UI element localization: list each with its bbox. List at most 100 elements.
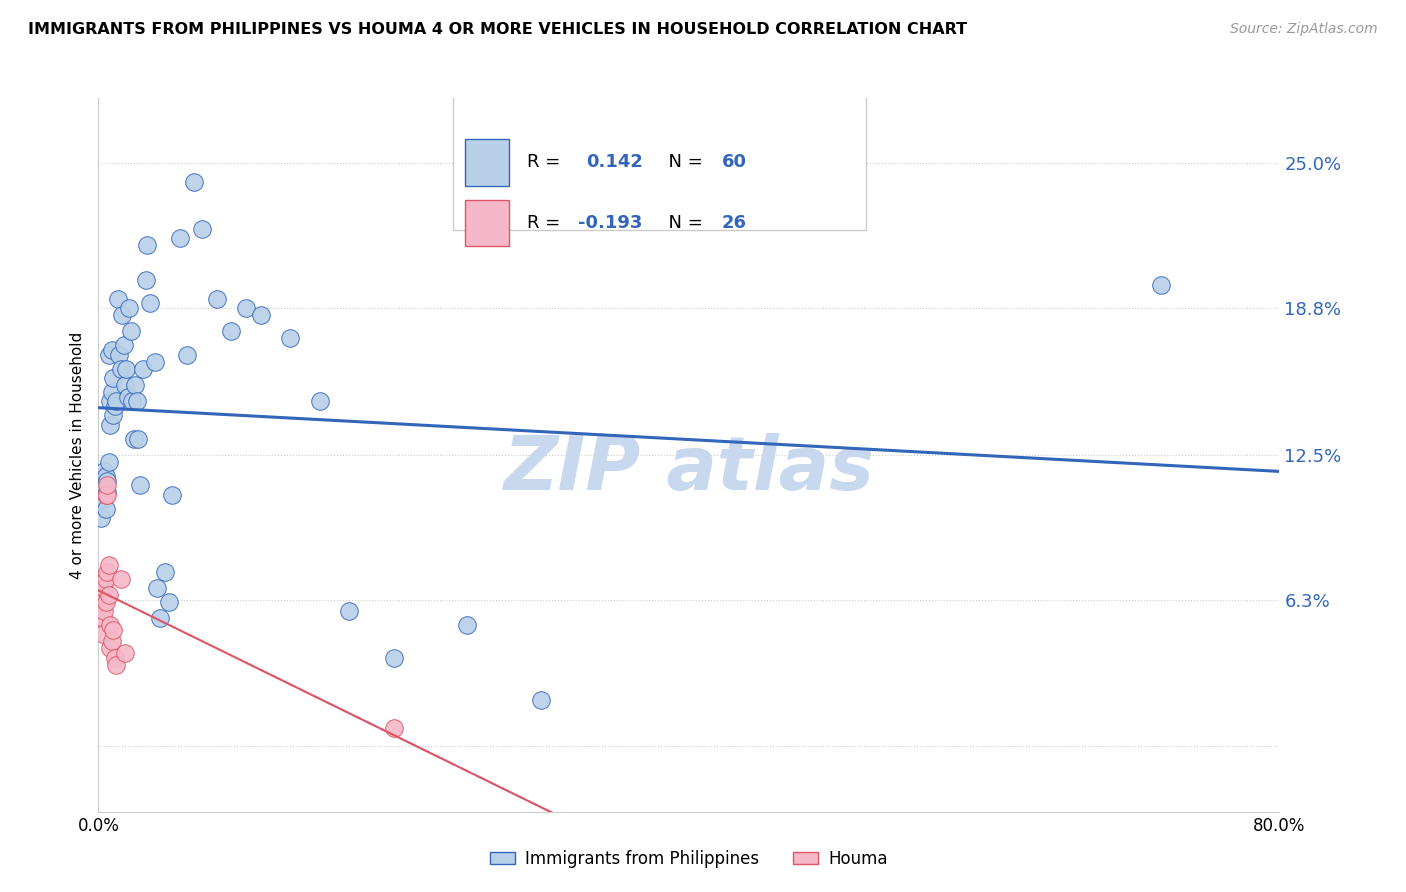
Point <box>107 292 129 306</box>
Point <box>530 693 553 707</box>
Point <box>1150 277 1173 292</box>
Point <box>105 657 128 672</box>
Point <box>127 432 149 446</box>
Point <box>110 572 132 586</box>
Point <box>93 464 115 478</box>
Point <box>91 611 114 625</box>
Point <box>96 474 118 488</box>
Point <box>121 394 143 409</box>
Point <box>219 324 242 338</box>
Point <box>100 384 122 399</box>
Text: 60: 60 <box>723 153 747 171</box>
FancyBboxPatch shape <box>464 200 509 246</box>
Point <box>176 348 198 362</box>
Point <box>128 478 150 492</box>
Text: R =: R = <box>527 214 567 232</box>
Point <box>125 394 148 409</box>
Point <box>98 417 121 432</box>
Point <box>103 371 125 385</box>
Point <box>104 650 127 665</box>
Point <box>93 604 115 618</box>
Point <box>250 308 273 322</box>
Point <box>97 558 120 572</box>
Point <box>97 455 120 469</box>
Point <box>278 331 302 345</box>
Text: 0.142: 0.142 <box>586 153 643 171</box>
Point <box>132 361 155 376</box>
Point <box>309 394 332 409</box>
Point <box>94 469 117 483</box>
Point <box>91 627 114 641</box>
Point <box>143 354 166 368</box>
Point <box>162 487 183 501</box>
Point <box>149 611 172 625</box>
Point <box>103 623 125 637</box>
Point <box>136 238 159 252</box>
Point <box>139 296 162 310</box>
Point <box>93 492 115 507</box>
Point <box>382 721 405 735</box>
Point <box>89 572 111 586</box>
Point <box>90 576 112 591</box>
Text: Source: ZipAtlas.com: Source: ZipAtlas.com <box>1230 22 1378 37</box>
Text: N =: N = <box>657 214 709 232</box>
Point <box>100 343 122 357</box>
Point <box>97 588 120 602</box>
Point <box>157 595 180 609</box>
Point <box>104 399 127 413</box>
Point <box>96 487 118 501</box>
Point <box>191 221 214 235</box>
Text: 26: 26 <box>723 214 747 232</box>
Point <box>456 618 478 632</box>
Point <box>94 487 117 501</box>
Point <box>117 390 139 404</box>
Point <box>96 565 118 579</box>
Point <box>105 394 128 409</box>
Point <box>89 475 111 490</box>
Text: R =: R = <box>527 153 572 171</box>
Point <box>94 501 117 516</box>
Text: ZIP atlas: ZIP atlas <box>503 433 875 506</box>
Point <box>169 231 191 245</box>
Point <box>382 650 405 665</box>
Point <box>89 588 111 602</box>
Point <box>97 348 120 362</box>
Point <box>135 273 157 287</box>
Point <box>93 581 115 595</box>
Point <box>124 378 146 392</box>
Point <box>90 511 112 525</box>
Point <box>118 301 141 315</box>
Point <box>96 485 118 500</box>
Point <box>111 308 134 322</box>
Point <box>114 378 136 392</box>
Point <box>91 483 114 497</box>
Point <box>94 572 117 586</box>
FancyBboxPatch shape <box>453 95 866 230</box>
Point <box>146 581 169 595</box>
Text: N =: N = <box>657 153 709 171</box>
Point <box>91 581 114 595</box>
Point <box>122 432 145 446</box>
Text: IMMIGRANTS FROM PHILIPPINES VS HOUMA 4 OR MORE VEHICLES IN HOUSEHOLD CORRELATION: IMMIGRANTS FROM PHILIPPINES VS HOUMA 4 O… <box>28 22 967 37</box>
Point <box>153 565 176 579</box>
Point <box>205 292 228 306</box>
Text: -0.193: -0.193 <box>578 214 643 232</box>
Point <box>103 409 125 423</box>
FancyBboxPatch shape <box>464 139 509 186</box>
Point <box>108 348 131 362</box>
Point <box>98 618 121 632</box>
Point <box>98 641 121 656</box>
Point <box>115 361 138 376</box>
Point <box>94 595 117 609</box>
Legend: Immigrants from Philippines, Houma: Immigrants from Philippines, Houma <box>484 844 894 875</box>
Point <box>235 301 257 315</box>
Point <box>96 478 118 492</box>
Point <box>112 338 135 352</box>
Point <box>120 324 142 338</box>
Point <box>98 394 121 409</box>
Point <box>110 361 132 376</box>
Point <box>90 595 112 609</box>
Point <box>100 634 122 648</box>
Y-axis label: 4 or more Vehicles in Household: 4 or more Vehicles in Household <box>70 331 86 579</box>
Point <box>114 646 136 660</box>
